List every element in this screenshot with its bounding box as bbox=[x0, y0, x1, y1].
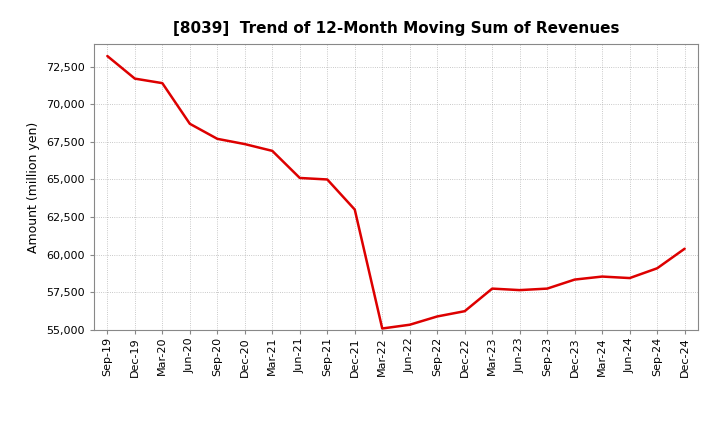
Title: [8039]  Trend of 12-Month Moving Sum of Revenues: [8039] Trend of 12-Month Moving Sum of R… bbox=[173, 21, 619, 36]
Y-axis label: Amount (million yen): Amount (million yen) bbox=[27, 121, 40, 253]
